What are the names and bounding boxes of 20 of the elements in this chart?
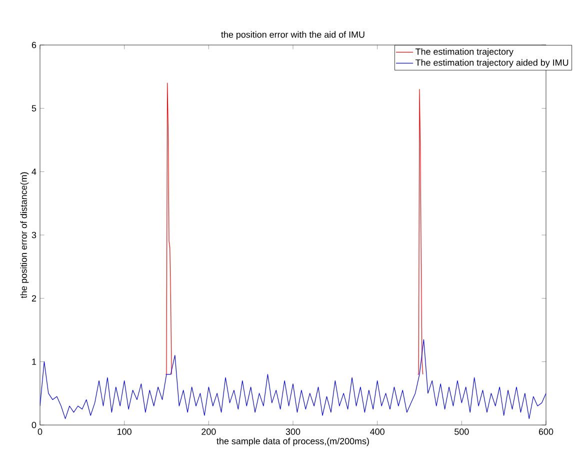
- y-tick-label: 6: [32, 42, 36, 48]
- chart-title: the position error with the aid of IMU: [221, 31, 364, 40]
- y-tick-label: 5: [32, 105, 36, 112]
- x-tick-label: 600: [538, 428, 554, 435]
- line-series: [40, 339, 546, 419]
- x-tick-label: 300: [286, 428, 300, 435]
- y-tick-label: 3: [32, 232, 36, 238]
- x-tick-label: 500: [454, 428, 469, 435]
- x-axis-title: the sample data of process,(m/200ms): [216, 438, 369, 446]
- y-tick-label: 2: [32, 295, 36, 302]
- x-tick-label: 200: [202, 428, 216, 435]
- y-axis-title: the position error of distance(m): [20, 172, 29, 298]
- x-tick-label: 0: [38, 428, 42, 435]
- legend-label: The estimation trajectory aided by IMU: [416, 59, 568, 68]
- x-tick-label: 400: [370, 428, 384, 435]
- y-tick-label: 1: [32, 358, 36, 365]
- y-tick-label: 0: [32, 422, 36, 428]
- legend-label: The estimation trajectory: [416, 48, 514, 57]
- y-tick-label: 4: [32, 168, 36, 175]
- x-tick-label: 100: [118, 428, 132, 435]
